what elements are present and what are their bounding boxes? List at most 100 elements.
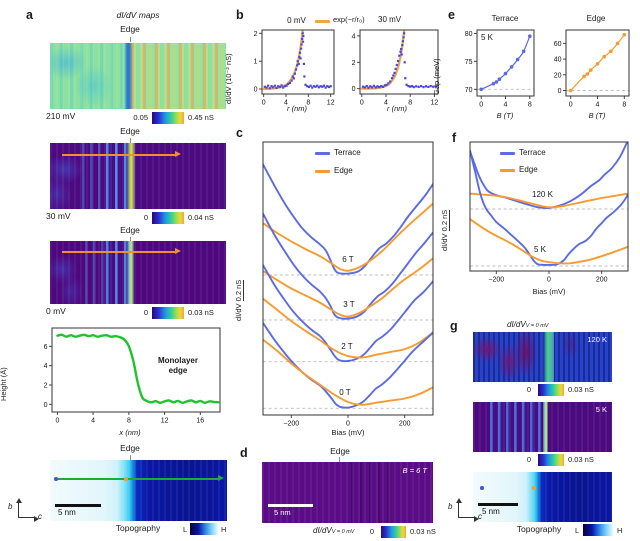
x-axis-label: x (nm)	[119, 428, 141, 437]
panel-e-label: e	[448, 8, 455, 22]
fit-legend-label: exp(−r/r₀)	[333, 15, 365, 24]
edge-legend-line	[500, 169, 515, 172]
edge-tick	[130, 455, 131, 460]
spectra-vs-temperature-chart: −200 0 200	[469, 141, 629, 284]
map-left-texture	[50, 43, 130, 109]
map-right-texture	[130, 43, 226, 109]
colorbar-high-label: H	[221, 525, 227, 534]
svg-text:12: 12	[431, 100, 439, 107]
scale-bar-label: 5 nm	[482, 507, 500, 516]
svg-text:2: 2	[254, 31, 258, 38]
axis-c-line	[458, 517, 474, 519]
svg-text:6: 6	[44, 344, 48, 351]
svg-text:0: 0	[346, 421, 350, 428]
field-label-2t: 2 T	[341, 342, 353, 351]
axis-c-arrowhead	[474, 515, 479, 522]
temperature-label: 5 K	[481, 33, 494, 42]
edge-legend-line	[315, 170, 330, 173]
map-noise	[262, 462, 433, 523]
svg-text:0: 0	[360, 100, 364, 107]
gap-axis-label: Gap (meV)	[432, 58, 441, 95]
map-stripes-strong	[106, 241, 128, 304]
svg-text:60: 60	[554, 41, 562, 48]
didv-text: dI/dV	[507, 320, 526, 329]
topo-colorbar	[583, 524, 613, 536]
linecut-arrow	[62, 154, 175, 156]
colorbar-high-label: H	[617, 526, 623, 535]
didv-map-30mv	[50, 143, 226, 209]
profile-arrowhead	[218, 475, 224, 482]
didv-scale-axis-label: dI/dV 0.2 nS	[234, 279, 244, 321]
axis-b-line	[18, 502, 20, 518]
didv-text: dI/dV	[234, 301, 243, 321]
linecut-arrowhead	[175, 151, 181, 158]
svg-text:4: 4	[596, 102, 600, 109]
temp-label: 5 K	[595, 405, 607, 414]
panel-b-label: b	[236, 8, 244, 22]
edge-label: Edge	[330, 446, 350, 456]
start-point-dot	[54, 477, 58, 481]
temp-label-120k: 120 K	[532, 190, 553, 199]
svg-text:75: 75	[465, 59, 473, 66]
svg-text:4: 4	[352, 33, 356, 40]
didv-map-210mv	[50, 43, 226, 109]
colorbar-max: 0.04 nS	[188, 213, 214, 222]
bright-band	[542, 332, 554, 382]
colorbar-min: 0.05	[133, 113, 148, 122]
topography-label: Topography	[516, 524, 562, 534]
colorbar-low-label: L	[575, 526, 580, 535]
colorbar-min: 0	[526, 455, 531, 464]
decay-chart-30mv: 0 4 8 12 0 2 4	[352, 29, 439, 107]
axis-b-label: b	[448, 502, 453, 511]
terrace-legend-label: Terrace	[334, 148, 361, 157]
colorbar	[152, 212, 184, 224]
svg-text:8: 8	[622, 102, 626, 109]
didv-map-5k: 5 K	[473, 402, 612, 452]
profile-line-arrow	[55, 478, 219, 480]
scale-bar	[478, 503, 518, 506]
svg-text:2: 2	[352, 60, 356, 67]
edge-bright-band	[127, 143, 136, 209]
topo-colorbar	[190, 523, 218, 535]
gap-vs-field-edge-chart: 0 4 8 0 20 40 60	[554, 29, 630, 109]
r-axis-label: r (nm)	[387, 104, 407, 113]
svg-text:0: 0	[558, 88, 562, 95]
edge-label: Edge	[120, 24, 140, 34]
svg-text:8: 8	[408, 100, 412, 107]
map-stripes	[489, 402, 543, 452]
field-axis-label: B (T)	[588, 111, 606, 120]
svg-text:0: 0	[55, 418, 59, 425]
scale-bar-label: 5 nm	[58, 508, 76, 517]
map-noise	[473, 472, 612, 522]
temp-label: 120 K	[587, 335, 607, 344]
field-label: B = 6 T	[402, 466, 427, 475]
topography-map: 5 nm	[50, 460, 227, 521]
height-axis-label: Height (Å)	[0, 367, 8, 401]
edge-point-dot	[532, 486, 536, 490]
scale-bar	[268, 504, 313, 507]
svg-text:8: 8	[306, 100, 310, 107]
didv-scale-axis-label: dI/dV 0.2 nS	[440, 209, 450, 251]
edge-tick	[130, 237, 131, 242]
r-axis-label: r (nm)	[287, 104, 307, 113]
map-noise	[50, 43, 226, 109]
spectra-vs-field-chart: −200 0 200	[262, 141, 434, 428]
fit-legend-line	[315, 20, 330, 23]
plot-title-30mv: 30 mV	[378, 15, 402, 24]
linecut-arrow	[62, 251, 175, 253]
map-noise	[50, 460, 227, 521]
map-noise	[473, 402, 612, 452]
colorbar-max: 0.03 nS	[568, 455, 594, 464]
monolayer-annotation: Monolayer	[157, 356, 198, 365]
edge-legend-label: Edge	[519, 165, 538, 174]
panel-f-label: f	[452, 131, 457, 145]
svg-text:2: 2	[44, 383, 48, 390]
edge-label: Edge	[120, 126, 140, 136]
svg-text:8: 8	[127, 418, 131, 425]
field-axis-label: B (T)	[496, 111, 514, 120]
axis-b-arrowhead	[15, 498, 22, 503]
axis-b-label: b	[8, 502, 13, 511]
edge-point-dot	[124, 477, 128, 481]
edge-tick	[130, 138, 131, 143]
